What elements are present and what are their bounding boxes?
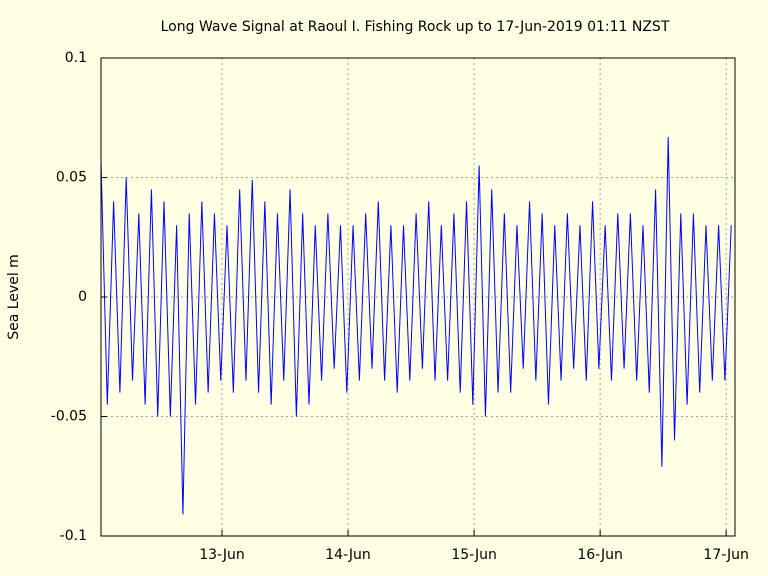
- chart-title: Long Wave Signal at Raoul I. Fishing Roc…: [161, 19, 670, 35]
- plot: [100, 136, 732, 515]
- y-tick-label: 0.05: [56, 170, 87, 186]
- x-tick-label: 14-Jun: [325, 547, 371, 563]
- x-tick-label: 17-Jun: [703, 547, 749, 563]
- y-tick-label: -0.05: [51, 409, 87, 425]
- x-tick-label: 15-Jun: [451, 547, 497, 563]
- signal-line: [100, 136, 732, 515]
- x-tick-label: 16-Jun: [577, 547, 623, 563]
- y-tick-label: 0: [78, 289, 87, 305]
- y-axis-label: Sea Level m: [6, 254, 22, 340]
- y-tick-label: -0.1: [60, 528, 87, 544]
- x-tick-label: 13-Jun: [199, 547, 245, 563]
- y-tick-label: 0.1: [65, 50, 87, 66]
